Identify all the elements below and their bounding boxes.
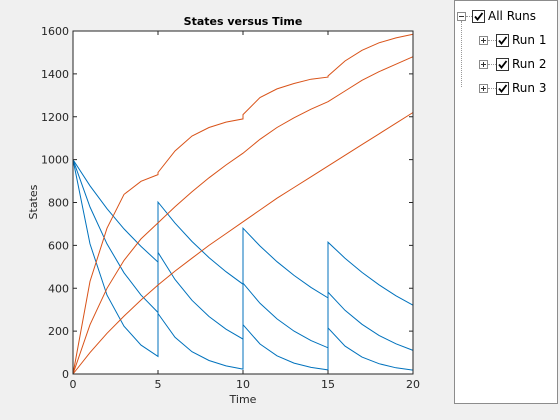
tree-node-run-1[interactable]: Run 1 <box>479 31 546 49</box>
run-1-label: Run 1 <box>512 33 547 47</box>
states-versus-time-chart: States versus Time Time States 0 5 10 15 200… <box>27 15 420 406</box>
run-3-label: Run 3 <box>512 81 547 95</box>
checkmark-icon <box>498 83 508 93</box>
run-2-label: Run 2 <box>512 57 547 71</box>
x-tick-label: 15 <box>321 378 335 391</box>
x-axis-label: Time <box>229 393 257 406</box>
y-tick-label: 1200 <box>41 111 69 124</box>
chart-title: States versus Time <box>184 15 303 28</box>
series-line-3 <box>72 159 414 371</box>
run-2-checkbox[interactable] <box>496 57 509 71</box>
run-1-checkbox[interactable] <box>496 33 509 47</box>
y-tick-label: 400 <box>48 282 69 295</box>
plot-area: States versus Time Time States 0 5 10 15 20 0… <box>27 15 420 406</box>
series-line-4 <box>72 33 414 375</box>
y-tick-label: 200 <box>48 325 69 338</box>
x-tick-label: 20 <box>406 378 420 391</box>
y-tick-label: 1400 <box>41 68 69 81</box>
series-line-2 <box>72 159 414 351</box>
x-tick-label: 0 <box>70 378 77 391</box>
run-3-checkbox[interactable] <box>496 81 509 95</box>
axes-box <box>72 30 414 375</box>
x-tick-label: 10 <box>236 378 250 391</box>
series-line-5 <box>72 56 414 375</box>
y-tick-label: 800 <box>48 197 69 210</box>
x-tick-label: 5 <box>155 378 162 391</box>
run-tree-panel: All Runs Run 1 Run 2 Run 3 <box>454 0 558 404</box>
tree-connector-line <box>461 21 462 87</box>
all-runs-label: All Runs <box>488 9 536 23</box>
checkmark-icon <box>474 11 484 21</box>
tree-node-run-2[interactable]: Run 2 <box>479 55 546 73</box>
y-tick-label: 600 <box>48 239 69 252</box>
expand-icon[interactable] <box>479 83 488 93</box>
y-tick-label: 0 <box>62 368 69 381</box>
y-tick-label: 1000 <box>41 154 69 167</box>
tree-node-all-runs[interactable]: All Runs <box>457 7 536 25</box>
series-line-6 <box>72 112 414 375</box>
y-tick-label: 1600 <box>41 25 69 38</box>
series-line-1 <box>72 159 414 306</box>
tree-node-run-3[interactable]: Run 3 <box>479 79 546 97</box>
checkmark-icon <box>498 35 508 45</box>
expand-icon[interactable] <box>479 59 488 69</box>
all-runs-checkbox[interactable] <box>472 9 485 23</box>
checkmark-icon <box>498 59 508 69</box>
collapse-icon[interactable] <box>457 11 466 21</box>
expand-icon[interactable] <box>479 35 488 45</box>
y-axis-label: States <box>27 184 40 219</box>
series-lines <box>72 33 414 375</box>
